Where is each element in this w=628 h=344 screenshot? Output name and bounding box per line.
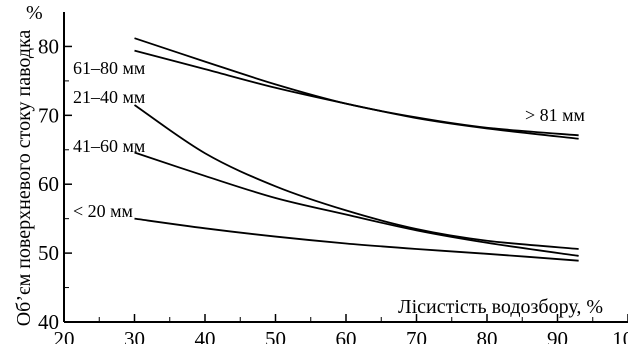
x-tick-label: 20 <box>54 327 75 344</box>
label-group: 40 50 60 70 80 20 30 40 50 60 70 80 90 100 > 81 мм 61–8… <box>38 34 628 344</box>
x-tick-label: 70 <box>406 327 427 344</box>
series-label-4: 41–60 мм <box>73 136 145 156</box>
x-tick-label: 40 <box>195 327 216 344</box>
y-tick-label: 70 <box>38 103 59 127</box>
tick-marks <box>63 45 628 323</box>
series-label-3: 21–40 мм <box>73 87 145 107</box>
x-tick-label: 50 <box>265 327 286 344</box>
series-line-3 <box>133 104 579 250</box>
y-tick-label: 60 <box>38 172 59 196</box>
series-line-2 <box>134 49 579 140</box>
series-label-1: > 81 мм <box>525 105 585 125</box>
series-line-5 <box>134 217 579 262</box>
series-label-2: 61–80 мм <box>73 58 145 78</box>
x-tick-label: 90 <box>547 327 568 344</box>
x-tick-label: 60 <box>336 327 357 344</box>
series-line-4 <box>134 151 579 257</box>
y-axis-title: Об’єм поверхневого стоку паводка <box>13 30 35 327</box>
y-unit-label: % <box>26 2 43 24</box>
x-tick-label: 80 <box>477 327 498 344</box>
axes <box>63 12 628 323</box>
y-tick-label: 80 <box>38 34 59 58</box>
x-tick-label: 30 <box>124 327 145 344</box>
series-line-1 <box>134 37 579 137</box>
y-tick-label: 50 <box>38 241 59 265</box>
series-label-5: < 20 мм <box>73 201 133 221</box>
series-group <box>133 37 579 262</box>
y-tick-label: 40 <box>38 310 59 334</box>
x-axis-title: Лісистість водозбору, % <box>398 296 603 318</box>
x-tick-label: 100 <box>612 327 628 344</box>
